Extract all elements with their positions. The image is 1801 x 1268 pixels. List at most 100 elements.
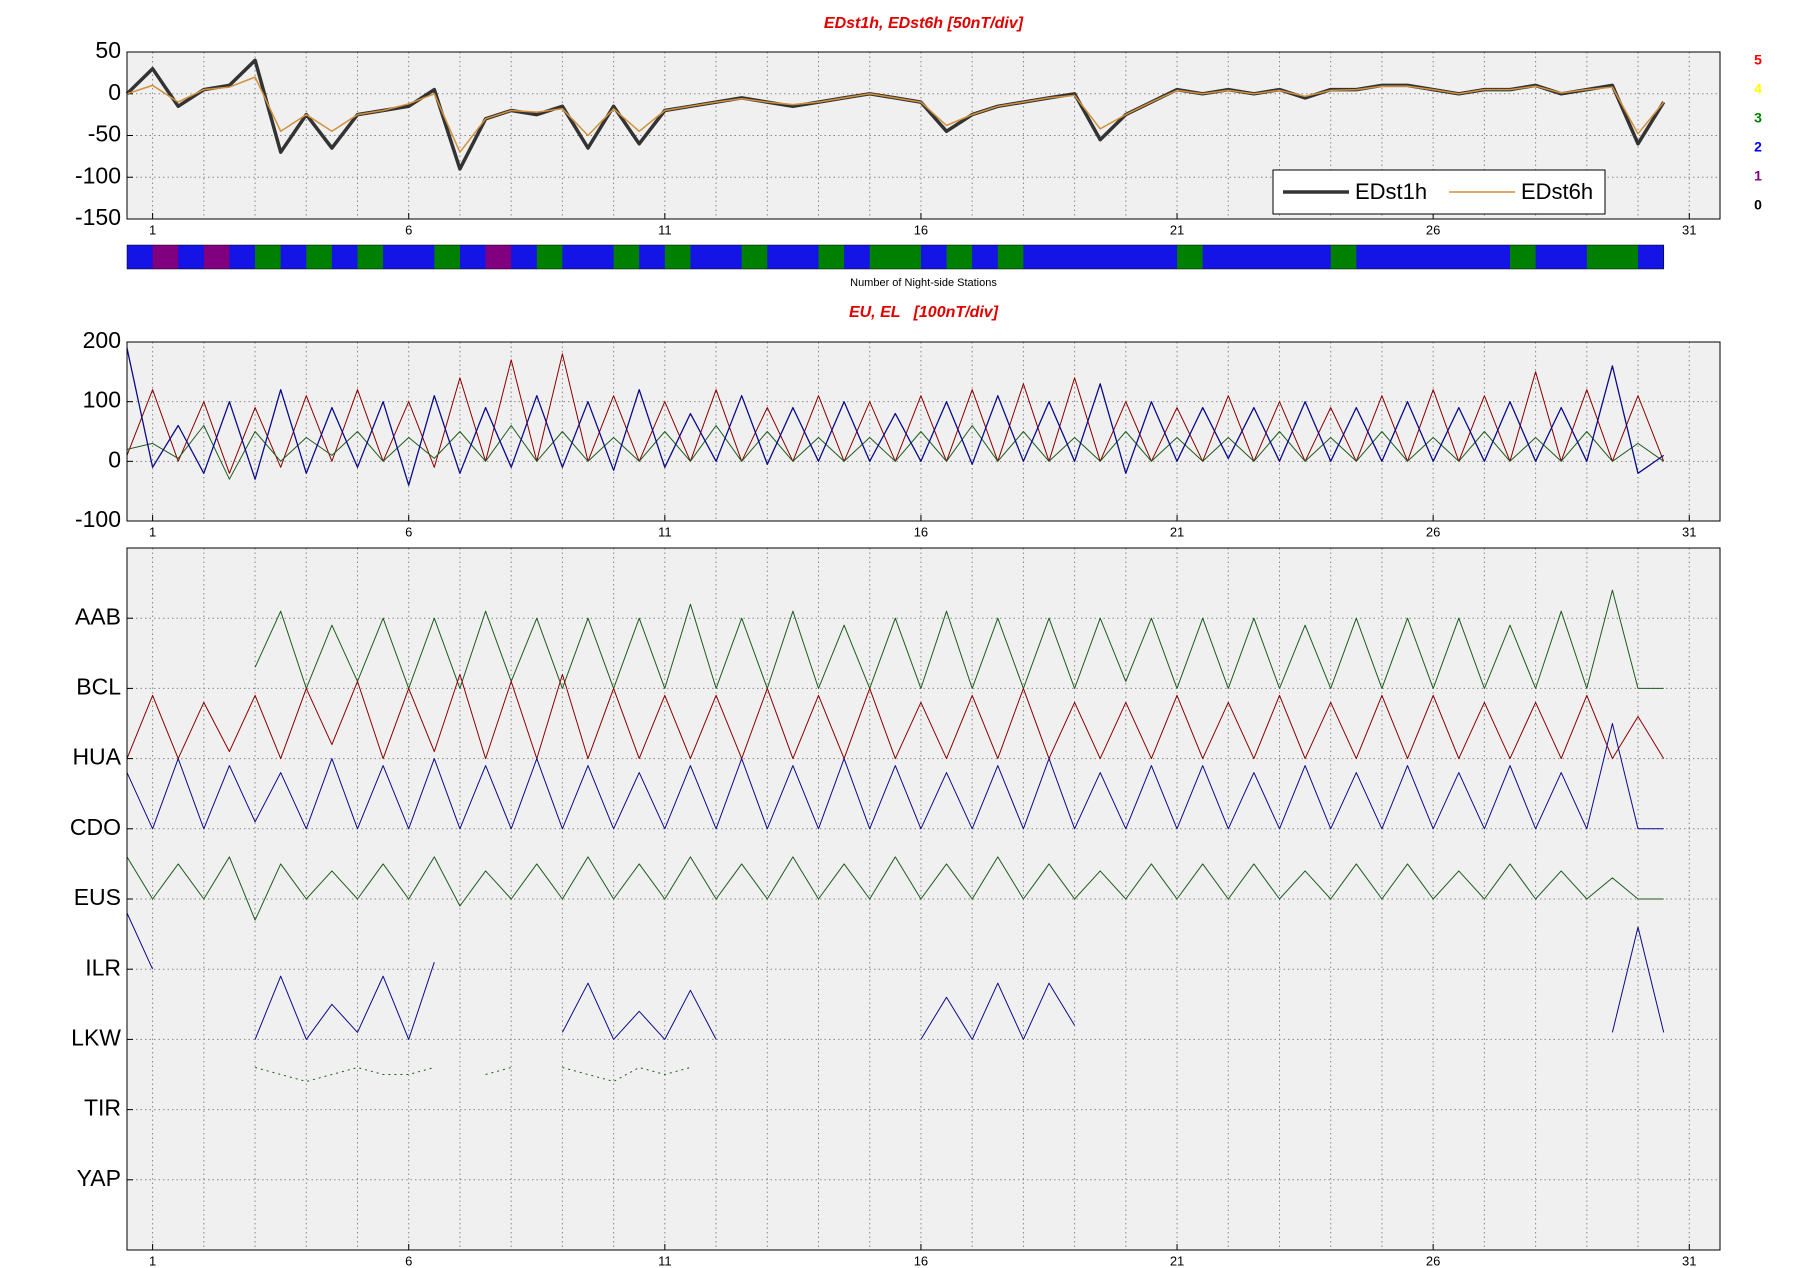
x-tick-label: 1 xyxy=(149,222,156,237)
y-tick-label: 100 xyxy=(83,387,121,413)
series-line xyxy=(126,912,1665,1040)
x-tick-label: 11 xyxy=(658,222,672,237)
x-tick-label: 31 xyxy=(1682,524,1696,539)
station-count-segment xyxy=(536,245,563,269)
y-tick-label: -100 xyxy=(75,506,121,532)
station-count-segment xyxy=(1125,245,1152,269)
y-tick-label: HUA xyxy=(72,744,121,770)
station-count-segment xyxy=(920,245,947,269)
y-tick-label: YAP xyxy=(77,1165,121,1191)
level-legend-label: 1 xyxy=(1754,168,1762,184)
station-count-segment xyxy=(1458,245,1485,269)
station-count-segment xyxy=(1305,245,1332,269)
station-count-segment xyxy=(1484,245,1511,269)
station-count-segment xyxy=(1356,245,1383,269)
y-tick-label: CDO xyxy=(70,814,121,840)
series-line xyxy=(126,425,1664,480)
legend-label: EDst1h xyxy=(1355,179,1427,204)
y-tick-label: 0 xyxy=(108,79,121,105)
series-line xyxy=(126,347,1665,486)
station-count-segment xyxy=(1048,245,1076,269)
x-tick-label: 31 xyxy=(1682,1253,1696,1268)
x-tick-label: 16 xyxy=(914,524,928,539)
y-tick-label: 200 xyxy=(83,327,121,353)
x-tick-label: 21 xyxy=(1170,1253,1184,1268)
station-count-segment xyxy=(690,245,717,269)
station-count-segment xyxy=(1509,245,1537,269)
station-count-segment xyxy=(639,245,666,269)
station-count-segment xyxy=(511,245,538,269)
station-count-segment xyxy=(792,245,819,269)
y-tick-label: AAB xyxy=(75,603,121,629)
y-tick-label: BCL xyxy=(76,673,121,699)
plot-frame xyxy=(126,547,1721,1251)
y-tick-label: EUS xyxy=(74,884,121,910)
station-count-segment xyxy=(1202,245,1229,269)
x-tick-label: 26 xyxy=(1426,222,1440,237)
station-count-segment xyxy=(716,245,743,269)
legend-box xyxy=(1272,169,1606,215)
chart-title: EU, EL [100nT/div] xyxy=(849,304,999,321)
x-tick-label: 6 xyxy=(405,222,412,237)
station-count-segment xyxy=(1228,245,1255,269)
level-legend-label: 5 xyxy=(1754,52,1762,68)
station-count-segment xyxy=(485,245,512,269)
x-tick-label: 6 xyxy=(405,524,412,539)
station-count-segment xyxy=(178,245,205,269)
station-count-segment xyxy=(1561,245,1588,269)
chart-title: EDst1h, EDst6h [50nT/div] xyxy=(824,15,1024,32)
y-tick-label: -100 xyxy=(75,162,121,188)
station-count-segment xyxy=(434,245,461,269)
y-tick-label: -150 xyxy=(75,204,121,230)
station-count-segment xyxy=(818,245,845,269)
y-tick-label: TIR xyxy=(84,1095,121,1121)
station-count-segment xyxy=(1381,245,1408,269)
station-count-segment xyxy=(1074,245,1101,269)
station-count-segment xyxy=(587,245,615,269)
station-count-segment xyxy=(1330,245,1357,269)
x-tick-label: 1 xyxy=(149,524,156,539)
station-count-segment xyxy=(229,245,256,269)
level-legend-label: 2 xyxy=(1754,139,1762,155)
series-line xyxy=(126,856,1664,921)
strip-label: Number of Night-side Stations xyxy=(850,277,997,289)
series-line xyxy=(254,589,1664,689)
station-count-segment xyxy=(1253,245,1280,269)
station-count-segment xyxy=(895,245,922,269)
y-tick-label: -50 xyxy=(88,121,121,147)
series-line xyxy=(126,76,1665,153)
station-count-segment xyxy=(844,245,871,269)
y-tick-label: 50 xyxy=(95,37,121,63)
station-count-segment xyxy=(562,245,589,269)
station-count-segment xyxy=(1638,245,1665,269)
x-tick-label: 26 xyxy=(1426,524,1440,539)
level-legend-label: 4 xyxy=(1754,81,1762,97)
station-count-segment xyxy=(127,245,154,269)
station-count-segment xyxy=(255,245,282,269)
x-tick-label: 1 xyxy=(149,1253,156,1268)
station-count-segment xyxy=(280,245,307,269)
station-count-segment xyxy=(1433,245,1460,269)
station-count-segment xyxy=(1612,245,1639,269)
station-count-segment xyxy=(767,245,794,269)
y-tick-label: 0 xyxy=(108,446,121,472)
station-count-segment xyxy=(383,245,410,269)
station-count-segment xyxy=(306,245,333,269)
series-line xyxy=(126,673,1665,760)
station-count-segment xyxy=(1407,245,1434,269)
station-count-segment xyxy=(1279,245,1306,269)
station-count-segment xyxy=(664,245,691,269)
x-tick-label: 16 xyxy=(914,1253,928,1268)
station-count-segment xyxy=(1151,245,1178,269)
x-tick-label: 26 xyxy=(1426,1253,1440,1268)
plot-area xyxy=(127,342,1720,521)
x-tick-label: 21 xyxy=(1170,222,1184,237)
legend-label: EDst6h xyxy=(1521,179,1593,204)
strip-frame xyxy=(126,244,1664,270)
x-tick-label: 11 xyxy=(658,524,672,539)
station-count-segment xyxy=(459,245,486,269)
x-tick-label: 16 xyxy=(914,222,928,237)
x-tick-label: 31 xyxy=(1682,222,1696,237)
